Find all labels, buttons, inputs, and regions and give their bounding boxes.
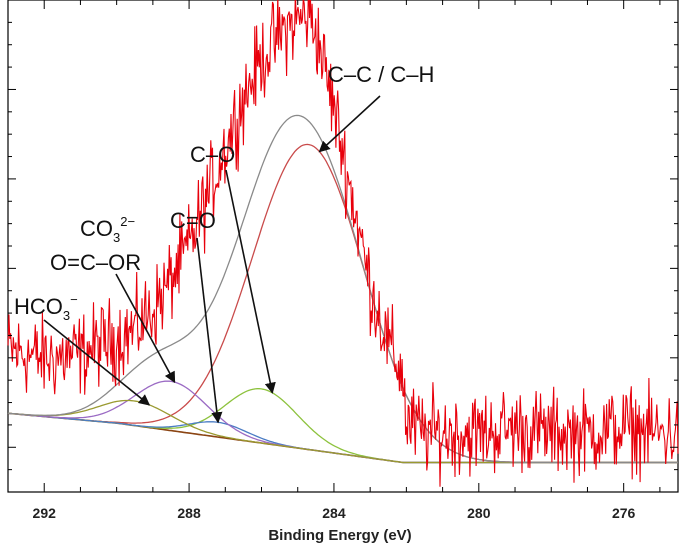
annotation-text: C=O — [170, 208, 216, 233]
annotation-text: CO — [80, 216, 113, 241]
annotation-subscript: 3 — [113, 230, 120, 245]
annotation-hco3-arrow — [43, 319, 151, 406]
annotation-subscript: 3 — [63, 308, 70, 323]
annotation-ceqo-label: C=O — [170, 208, 216, 233]
annotation-text: HCO — [14, 294, 63, 319]
annotation-co-label: C–O — [190, 142, 235, 167]
x-tick-label: 292 — [33, 505, 57, 521]
annotation-co3-label-2: O=C–OR — [50, 250, 141, 275]
annotation-superscript: 2− — [120, 214, 135, 229]
x-axis-label: Binding Energy (eV) — [268, 527, 411, 544]
annotation-cc-label: C–C / C–H — [328, 62, 434, 87]
annotation-superscript: − — [70, 292, 78, 307]
raw-spectrum — [7, 0, 679, 487]
x-tick-label: 288 — [177, 505, 201, 521]
annotation-cc-arrow — [318, 95, 381, 153]
annotation-text: C–C / C–H — [328, 62, 434, 87]
x-tick-label: 280 — [467, 505, 491, 521]
raw-data-layer — [7, 0, 679, 487]
annotation-co3-label: CO32− — [80, 214, 135, 245]
plot-frame — [7, 0, 679, 493]
axis-ticks — [8, 0, 678, 493]
annotation-ceqo-arrow — [196, 237, 223, 424]
annotation-co3-arrow — [115, 273, 176, 384]
annotation-co-arrow — [225, 169, 276, 394]
annotation-text: C–O — [190, 142, 235, 167]
x-tick-label: 276 — [612, 505, 636, 521]
x-tick-label: 284 — [322, 505, 346, 521]
x-tick-labels: 292 288 284 280 276 — [33, 505, 636, 521]
annotation-hco3-label: HCO3− — [14, 292, 78, 323]
